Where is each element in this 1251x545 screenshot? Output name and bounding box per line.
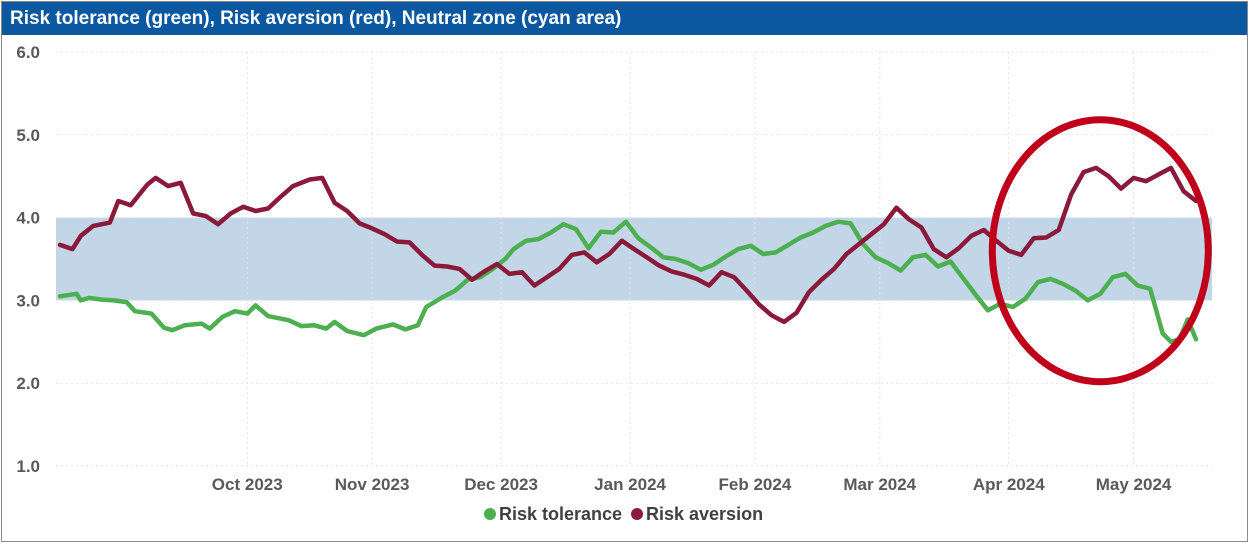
title-bar: Risk tolerance (green), Risk aversion (r… xyxy=(2,2,1247,35)
y-tick-label: 4.0 xyxy=(16,209,40,228)
highlight-circle xyxy=(988,116,1212,386)
x-tick-label: Oct 2023 xyxy=(212,475,283,494)
risk-tolerance-line xyxy=(57,219,1199,345)
x-tick-label: Mar 2024 xyxy=(843,475,916,494)
y-tick-label: 1.0 xyxy=(16,457,40,476)
chart-title: Risk tolerance (green), Risk aversion (r… xyxy=(10,7,622,29)
x-tick-label: Nov 2023 xyxy=(335,475,410,494)
legend-marker xyxy=(631,508,643,520)
legend-label: Risk tolerance xyxy=(499,504,622,524)
x-tick-label: Dec 2023 xyxy=(464,475,538,494)
x-tick-label: May 2024 xyxy=(1096,475,1172,494)
x-tick-label: Feb 2024 xyxy=(719,475,792,494)
y-tick-label: 6.0 xyxy=(16,43,40,62)
risk-aversion-line xyxy=(57,165,1199,325)
x-tick-label: Apr 2024 xyxy=(973,475,1045,494)
legend-label: Risk aversion xyxy=(646,504,763,524)
y-tick-label: 5.0 xyxy=(16,126,40,145)
y-tick-label: 3.0 xyxy=(16,291,40,310)
legend-marker xyxy=(484,508,496,520)
x-tick-label: Jan 2024 xyxy=(594,475,666,494)
y-tick-label: 2.0 xyxy=(16,374,40,393)
